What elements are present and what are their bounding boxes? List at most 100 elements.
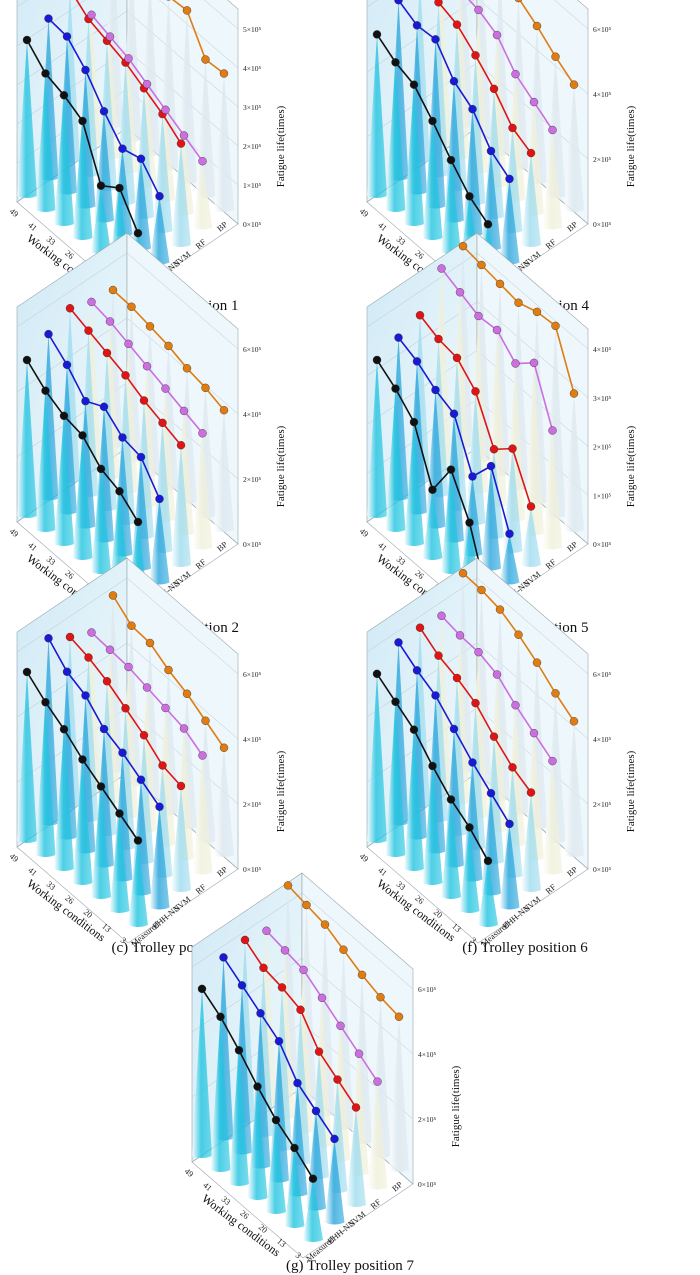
point-rf-26 (492, 30, 502, 40)
cone-measured-49 (192, 988, 212, 1158)
point-measured-49 (372, 30, 382, 39)
point-ehhnn-41 (412, 357, 422, 366)
method-tick-label: RF (543, 882, 558, 897)
point-rf-41 (455, 288, 465, 297)
point-bp-20 (357, 970, 367, 980)
point-rf-26 (492, 670, 502, 679)
point-svm-49 (65, 632, 75, 642)
point-ehhnn-3 (155, 494, 164, 504)
point-ehhnn-3 (505, 174, 514, 184)
method-tick-label: SVM (172, 894, 193, 914)
point-rf-26 (142, 79, 152, 89)
point-rf-13 (529, 97, 539, 107)
point-ehhnn-26 (274, 1037, 284, 1046)
point-svm-41 (434, 651, 443, 660)
point-bp-41 (127, 302, 136, 311)
cone-ehhnn-3 (499, 823, 520, 910)
cone-measured-13 (459, 827, 480, 913)
z-axis-label: Fatigue life(times) (625, 425, 637, 507)
z-tick-label: 4×10⁵ (243, 410, 261, 419)
cone-measured-49 (367, 360, 387, 518)
chart-svg: 0×10⁵2×10⁵4×10⁵6×10⁵4941332620133Measure… (358, 0, 637, 304)
method-tick-label: RF (193, 237, 208, 252)
cone-svm-3 (171, 786, 191, 892)
point-svm-20 (489, 732, 499, 741)
condition-tick-label: 3 (469, 935, 479, 945)
point-measured-49 (22, 355, 32, 365)
cone-measured-49 (17, 672, 37, 843)
point-svm-26 (471, 387, 480, 396)
point-ehhnn-13 (486, 789, 496, 798)
cone-measured-33 (54, 729, 74, 871)
point-ehhnn-20 (468, 758, 477, 767)
point-measured-20 (446, 465, 456, 474)
z-axis-label: Fatigue life(times) (450, 1065, 462, 1147)
z-tick-label: 4×10⁵ (243, 735, 261, 744)
z-axis-label: Fatigue life(times) (275, 750, 287, 832)
point-svm-41 (84, 653, 93, 662)
cone-rf-13 (524, 362, 544, 536)
point-rf-20 (336, 1021, 345, 1030)
method-tick-label: RF (543, 557, 558, 572)
point-ehhnn-41 (62, 360, 72, 370)
point-svm-13 (508, 444, 517, 453)
z-gridline (191, 957, 414, 1055)
cone-measured-41 (385, 388, 406, 532)
point-rf-3 (548, 426, 557, 435)
point-svm-33 (102, 348, 112, 358)
point-bp-20 (532, 21, 542, 31)
point-measured-3 (133, 836, 143, 845)
z-gridline (366, 642, 589, 740)
cone-rf-3 (192, 433, 213, 550)
point-rf-20 (511, 69, 520, 79)
cone-measured-41 (35, 702, 56, 857)
point-ehhnn-13 (136, 154, 146, 164)
point-bp-26 (164, 665, 173, 675)
point-rf-33 (124, 339, 133, 349)
point-measured-41 (216, 1012, 225, 1021)
method-tick-label: SVM (522, 249, 543, 269)
point-ehhnn-41 (237, 981, 247, 990)
cone-measured-33 (404, 84, 424, 226)
point-rf-41 (105, 645, 115, 654)
cone-measured-26 (422, 489, 443, 560)
point-ehhnn-41 (62, 32, 72, 41)
point-bp-20 (182, 6, 192, 15)
cones (367, 573, 584, 927)
point-rf-3 (198, 751, 207, 760)
point-bp-33 (320, 920, 330, 929)
point-bp-13 (201, 716, 210, 725)
cone-measured-26 (247, 1086, 268, 1200)
point-measured-13 (115, 809, 124, 818)
point-ehhnn-26 (449, 77, 459, 86)
point-rf-20 (511, 359, 520, 368)
point-ehhnn-33 (81, 65, 90, 75)
z-tick-label: 2×10⁵ (593, 800, 611, 809)
point-svm-26 (471, 698, 480, 708)
point-svm-20 (489, 84, 499, 94)
point-svm-26 (471, 51, 480, 60)
chart-panel-2: 0×10⁵2×10⁵4×10⁵6×10⁵4941332620133Measure… (0, 232, 350, 624)
z-tick-label: 0×10⁵ (243, 865, 261, 874)
z-tick-label: 0×10⁵ (593, 540, 611, 549)
point-measured-26 (78, 431, 87, 440)
cone-bp-3 (214, 410, 234, 532)
point-svm-13 (333, 1075, 342, 1084)
cone-ehhnn-3 (324, 1138, 345, 1225)
point-measured-3 (308, 1174, 318, 1183)
z-gridline (366, 577, 589, 675)
point-bp-20 (532, 307, 542, 317)
point-svm-20 (139, 731, 149, 740)
cone-measured-26 (72, 435, 93, 560)
cone-rf-3 (542, 761, 563, 875)
cone-measured-13 (284, 1148, 305, 1228)
point-svm-20 (314, 1047, 324, 1056)
cone-rf-3 (542, 430, 563, 550)
cone-measured-20 (91, 468, 111, 574)
point-measured-33 (234, 1046, 244, 1055)
point-ehhnn-49 (394, 333, 403, 342)
point-ehhnn-26 (449, 409, 459, 418)
point-ehhnn-26 (449, 724, 459, 734)
method-tick-label: RF (368, 1197, 383, 1212)
point-measured-49 (372, 669, 382, 679)
